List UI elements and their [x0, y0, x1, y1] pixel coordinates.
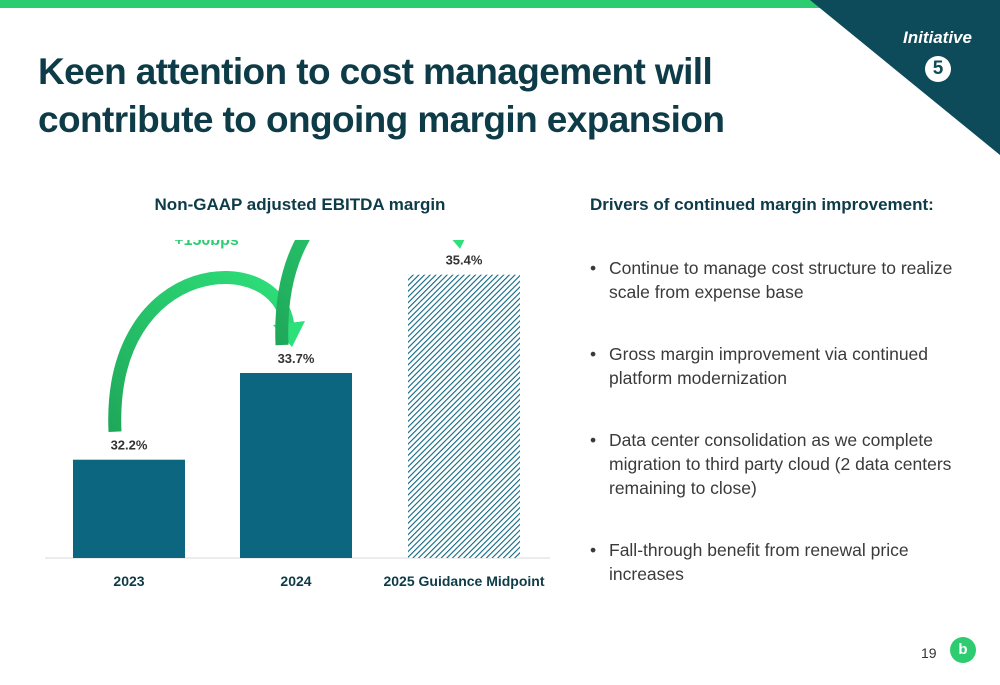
- bar: [408, 274, 520, 558]
- bar-value-label: 32.2%: [111, 438, 148, 453]
- x-tick-label: 2024: [280, 573, 311, 589]
- initiative-number-badge: 5: [925, 56, 951, 82]
- bullet-icon: •: [590, 258, 597, 278]
- top-accent-bar: [0, 0, 1000, 8]
- arrow-head-icon: [452, 240, 465, 249]
- list-item: • Data center consolidation as we complet…: [590, 428, 985, 500]
- chart-title: Non-GAAP adjusted EBITDA margin: [154, 195, 446, 214]
- driver-text: Continue to manage cost structure to rea…: [609, 258, 953, 302]
- bullet-icon: •: [590, 540, 597, 560]
- driver-text: Fall-through benefit from renewal price …: [609, 540, 909, 584]
- bullet-icon: •: [590, 430, 597, 450]
- growth-arrow: [275, 240, 311, 346]
- driver-text: Data center consolidation as we complete…: [609, 430, 952, 498]
- bar-value-label: 35.4%: [446, 253, 483, 268]
- growth-arrow: [108, 270, 295, 432]
- x-tick-label: 2023: [113, 573, 144, 589]
- list-item: • Fall-through benefit from renewal price…: [590, 538, 985, 586]
- list-item: • Gross margin improvement via continued …: [590, 342, 985, 390]
- drivers-heading: Drivers of continued margin improvement:: [590, 195, 934, 214]
- bar-value-label: 33.7%: [278, 351, 315, 366]
- company-logo-icon: b: [950, 637, 976, 663]
- initiative-label: Initiative: [903, 28, 972, 47]
- bullet-icon: •: [590, 344, 597, 364]
- growth-annotation-label: +150bps: [174, 240, 239, 249]
- page-title: Keen attention to cost management will c…: [38, 51, 725, 140]
- bar: [73, 459, 185, 558]
- bar: [240, 372, 352, 558]
- list-item: • Continue to manage cost structure to re…: [590, 256, 985, 304]
- x-tick-label: 2025 Guidance Midpoint: [383, 573, 544, 589]
- corner-banner: [810, 0, 1000, 155]
- page-number: 19: [921, 645, 937, 661]
- ebitda-margin-chart: 32.2% 2023 33.7% 2024 35.4% 2025 Guidance Mid…: [45, 240, 550, 589]
- driver-text: Gross margin improvement via continued p…: [609, 344, 929, 388]
- drivers-list: • Continue to manage cost structure to re…: [590, 256, 985, 624]
